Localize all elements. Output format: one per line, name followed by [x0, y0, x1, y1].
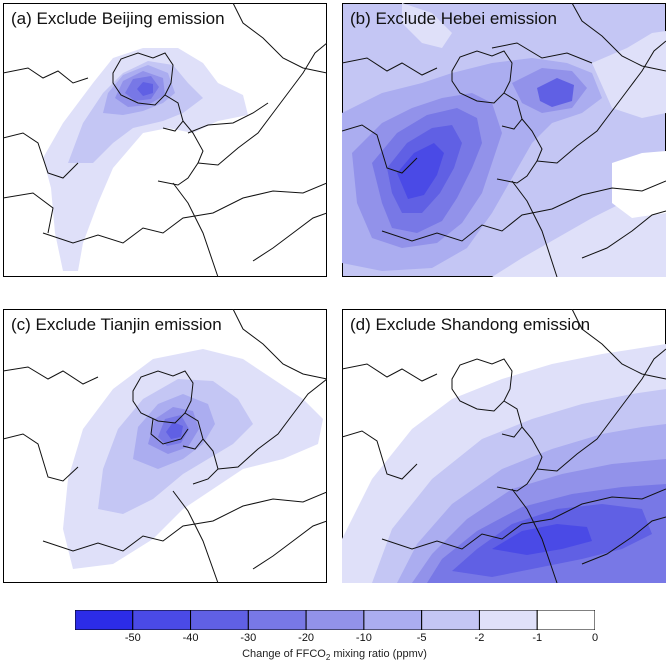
colorbar-tick-label: 0 — [591, 632, 599, 644]
boundary-lines — [3, 3, 327, 277]
map-panel-beijing: (a) Exclude Beijing emission — [3, 3, 327, 277]
boundary-lines — [342, 3, 666, 277]
colorbar-tick-label: -50 — [124, 632, 141, 644]
colorbar-cell — [478, 610, 538, 630]
colorbar-label-prefix: Change of FFCO — [242, 648, 326, 660]
colorbar-cell — [132, 610, 192, 630]
colorbar-cell — [305, 610, 365, 630]
map-panel-shandong: (d) Exclude Shandong emission — [342, 309, 666, 583]
map-panel-hebei: (b) Exclude Hebei emission — [342, 3, 666, 277]
concentration-contours — [342, 3, 666, 277]
colorbar-tick-label: -20 — [298, 632, 315, 644]
panel-title: (d) Exclude Shandong emission — [350, 315, 591, 334]
colorbar-tick-label: -5 — [416, 632, 427, 644]
colorbar-cell — [363, 610, 423, 630]
colorbar-cell — [247, 610, 307, 630]
map-panel-tianjin: (c) Exclude Tianjin emission — [3, 309, 327, 583]
colorbar-cell — [190, 610, 249, 630]
colorbar-tick-label: -40 — [182, 632, 199, 644]
panel-title: (b) Exclude Hebei emission — [350, 9, 557, 28]
colorbar-cell — [421, 610, 480, 630]
panel-title: (c) Exclude Tianjin emission — [11, 315, 222, 334]
colorbar-label: Change of FFCO2 mixing ratio (ppmv) — [0, 648, 669, 662]
colorbar-tick-label: -30 — [240, 632, 257, 644]
colorbar-cell — [536, 610, 595, 630]
colorbar-tick-label: -10 — [355, 632, 372, 644]
colorbar-label-subscript: 2 — [325, 653, 331, 663]
colorbar-tick-label: -2 — [474, 632, 485, 644]
boundary-lines — [342, 309, 666, 583]
colorbar-tick-label: -1 — [532, 632, 543, 644]
panel-title: (a) Exclude Beijing emission — [11, 9, 225, 28]
colorbar-label-suffix: mixing ratio (ppmv) — [330, 648, 427, 660]
concentration-contours — [63, 349, 323, 569]
boundary-lines — [3, 309, 327, 583]
colorbar-cell — [75, 610, 134, 630]
colorbar — [75, 610, 595, 630]
